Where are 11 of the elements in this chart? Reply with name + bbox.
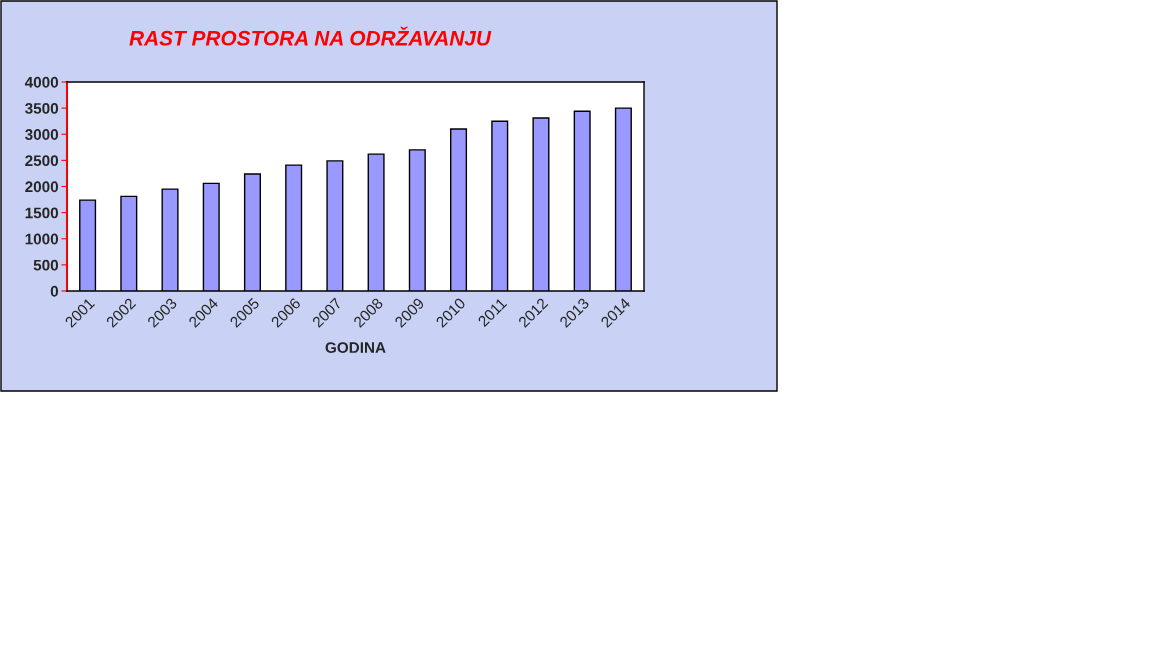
y-tick-label: 500 — [33, 259, 59, 271]
y-tick-label: 2000 — [25, 181, 59, 193]
x-axis-title: GODINA — [325, 342, 386, 353]
y-tick-label: 3000 — [25, 129, 59, 140]
y-tick-label: 0 — [50, 285, 59, 297]
y-tick-label: 1000 — [25, 233, 59, 245]
y-tick-label: 1500 — [25, 207, 59, 219]
chart-title: RAST PROSTORA NA ODRŽAVANJU — [129, 26, 492, 46]
y-tick-label: 2500 — [25, 155, 59, 167]
y-tick-label: 4000 — [24, 76, 59, 88]
y-tick-label: 3500 — [25, 102, 59, 114]
